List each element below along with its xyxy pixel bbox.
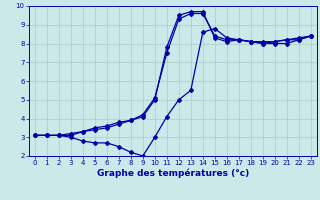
X-axis label: Graphe des températures (°c): Graphe des températures (°c)	[97, 169, 249, 178]
